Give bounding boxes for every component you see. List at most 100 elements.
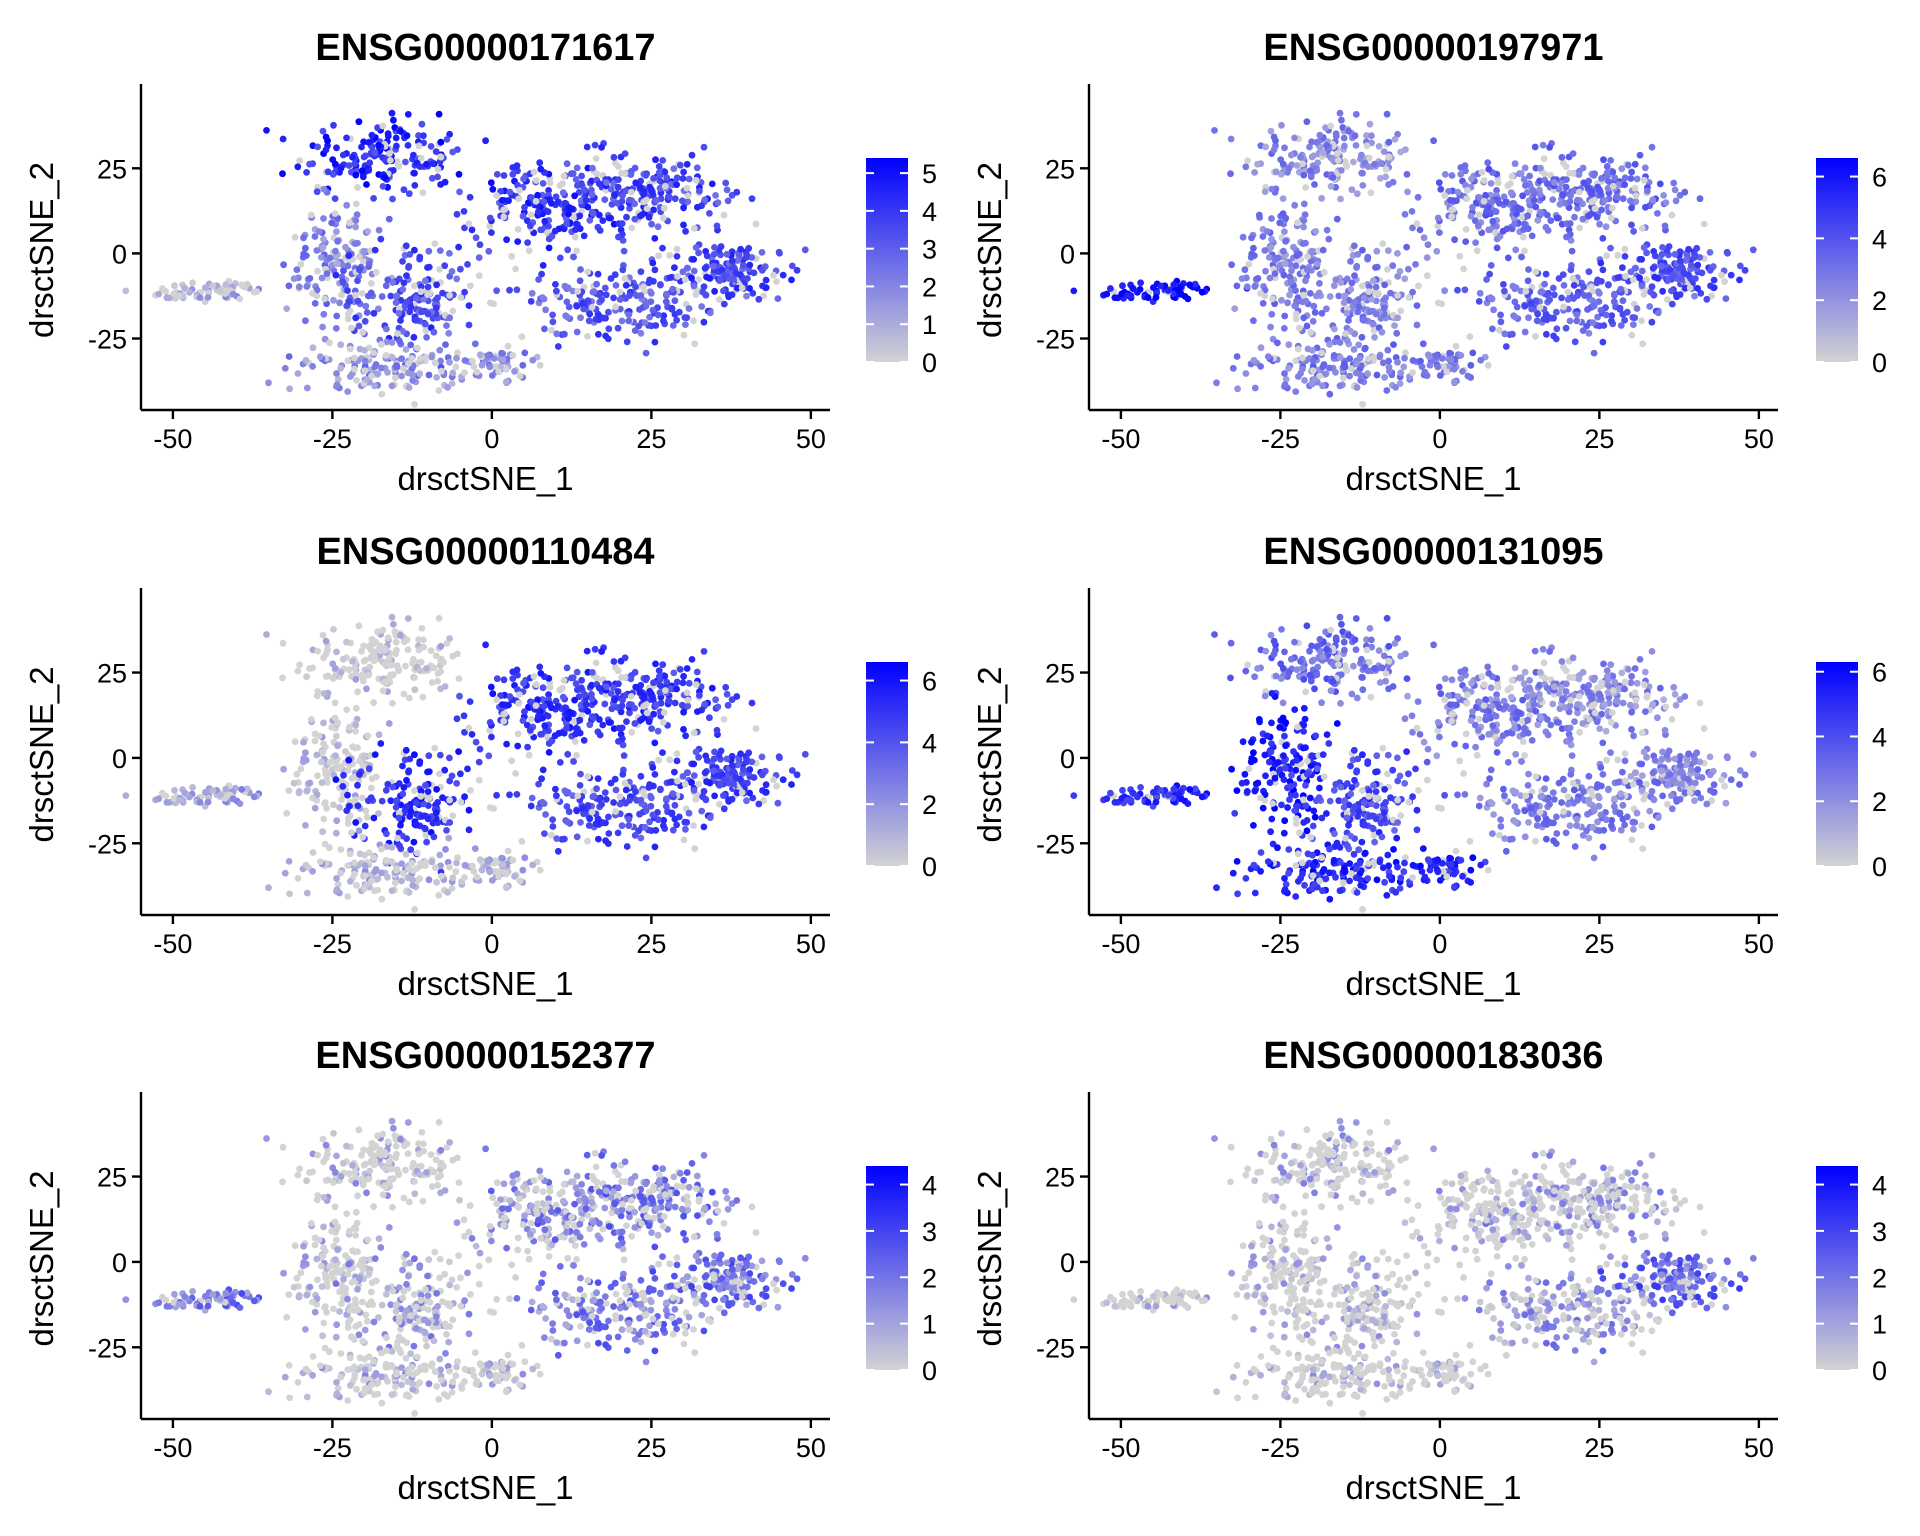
data-point	[1475, 211, 1483, 219]
data-point	[1184, 800, 1192, 807]
data-point	[1643, 276, 1650, 283]
data-point	[1272, 672, 1280, 680]
data-point	[352, 721, 360, 729]
data-point	[700, 648, 708, 655]
data-point	[1170, 281, 1178, 288]
data-point	[493, 171, 501, 178]
data-point	[448, 885, 456, 892]
data-point	[1250, 244, 1257, 252]
data-point	[500, 213, 508, 221]
data-point	[516, 372, 524, 380]
data-point	[1373, 247, 1381, 255]
data-point	[171, 786, 178, 794]
data-point	[636, 810, 643, 818]
data-point	[576, 277, 584, 285]
data-point	[355, 322, 363, 330]
data-point	[1696, 195, 1704, 203]
data-point	[529, 861, 537, 869]
data-point	[1360, 316, 1368, 324]
data-point	[467, 282, 474, 290]
data-point	[516, 877, 524, 885]
data-point	[388, 109, 396, 117]
data-point	[1227, 170, 1234, 178]
data-point	[1371, 160, 1378, 168]
data-point	[1550, 291, 1558, 299]
data-point	[402, 746, 410, 754]
data-point	[372, 268, 380, 276]
data-point	[523, 217, 531, 225]
data-point	[330, 121, 337, 129]
data-point	[352, 676, 360, 683]
data-point	[1198, 793, 1206, 801]
data-point	[324, 168, 332, 176]
data-point	[538, 270, 545, 278]
data-point	[1152, 798, 1160, 806]
data-point	[579, 804, 587, 812]
data-point	[650, 206, 657, 214]
data-point	[1198, 288, 1206, 296]
panel-title: ENSG00000197971	[1263, 27, 1603, 69]
data-point	[446, 863, 453, 871]
data-point	[549, 318, 557, 326]
data-point	[1376, 353, 1384, 361]
data-point	[1338, 116, 1345, 124]
data-point	[364, 228, 372, 235]
data-point	[309, 794, 316, 802]
data-point	[574, 182, 581, 189]
data-point	[788, 276, 795, 284]
data-point	[576, 716, 584, 724]
data-point	[1633, 305, 1641, 312]
data-point	[563, 724, 570, 732]
data-point	[665, 193, 673, 201]
x-tick-label: 0	[484, 424, 499, 454]
data-point	[1070, 792, 1078, 799]
data-point	[461, 861, 469, 869]
data-point	[758, 753, 766, 761]
data-point	[309, 867, 316, 875]
data-point	[619, 771, 627, 778]
data-point	[509, 352, 517, 359]
data-point	[536, 663, 544, 671]
data-point	[1436, 229, 1443, 237]
data-point	[1293, 162, 1301, 169]
data-point	[418, 625, 426, 632]
data-point	[1292, 357, 1300, 365]
data-point	[425, 876, 433, 884]
data-point	[571, 696, 578, 704]
data-point	[353, 377, 360, 384]
data-point	[1337, 700, 1344, 707]
data-point	[1129, 789, 1137, 797]
data-point	[1369, 320, 1377, 328]
data-point	[1507, 189, 1515, 197]
data-point	[1462, 238, 1470, 246]
data-point	[433, 281, 440, 289]
data-point	[1352, 142, 1360, 149]
data-point	[1347, 258, 1354, 265]
data-point	[461, 357, 469, 364]
data-point	[364, 732, 372, 740]
data-point	[1119, 786, 1126, 794]
data-point	[1257, 363, 1264, 370]
data-point	[1669, 271, 1676, 279]
data-point	[1741, 266, 1749, 274]
data-point	[378, 293, 386, 300]
data-point	[1614, 251, 1622, 259]
data-point	[1448, 172, 1456, 179]
data-point	[1281, 312, 1289, 320]
data-point	[363, 181, 370, 188]
data-point	[388, 354, 396, 361]
data-point	[468, 731, 476, 738]
data-point	[642, 854, 650, 862]
data-point	[615, 738, 622, 745]
data-point	[329, 170, 337, 178]
data-point	[365, 671, 373, 679]
data-point	[390, 620, 397, 628]
data-point	[1487, 180, 1495, 187]
data-point	[1320, 268, 1328, 276]
data-point	[1368, 307, 1376, 315]
data-point	[679, 679, 687, 687]
data-point	[652, 826, 660, 834]
data-point	[594, 270, 602, 278]
data-point	[349, 153, 356, 161]
data-point	[422, 781, 429, 789]
